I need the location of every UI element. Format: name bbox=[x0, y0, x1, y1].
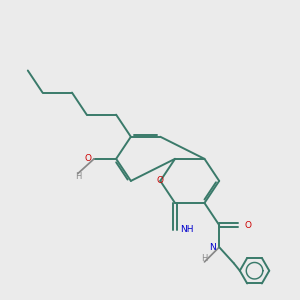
Text: N: N bbox=[209, 243, 216, 252]
Text: O: O bbox=[157, 176, 164, 185]
Text: O: O bbox=[244, 220, 251, 230]
Text: O: O bbox=[84, 154, 91, 163]
Text: H: H bbox=[201, 254, 208, 263]
Text: NH: NH bbox=[180, 225, 194, 234]
Text: H: H bbox=[75, 172, 81, 181]
